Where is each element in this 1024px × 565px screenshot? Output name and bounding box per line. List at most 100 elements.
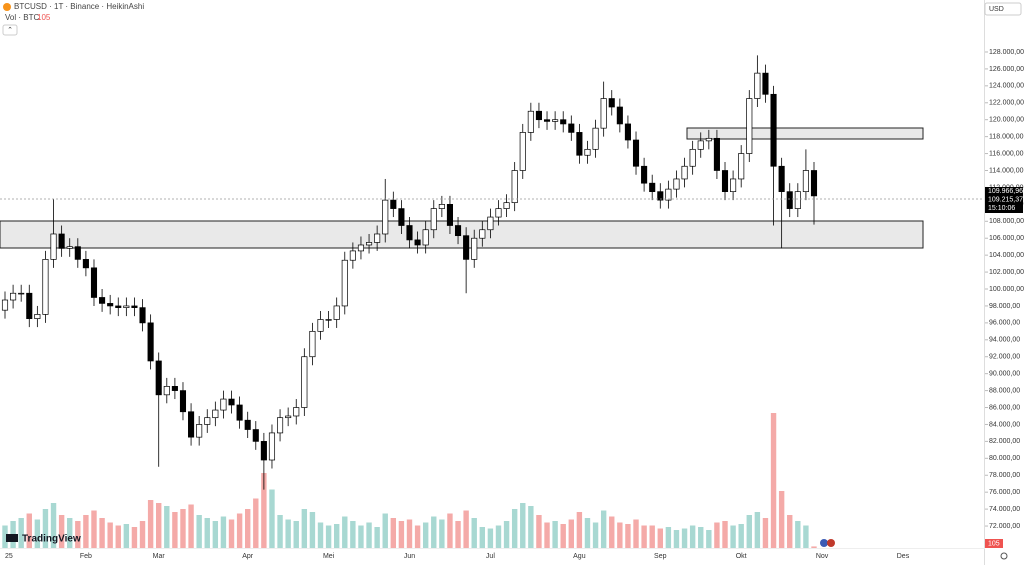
- volume-bar: [479, 527, 486, 548]
- candle-body: [738, 153, 745, 180]
- x-tick-label: Des: [897, 553, 910, 560]
- candle-body: [495, 208, 502, 218]
- countdown: 15:10:06: [988, 205, 1015, 212]
- volume-bar: [2, 525, 8, 548]
- volume-bar: [746, 515, 752, 548]
- volume-bar: [536, 515, 542, 548]
- volume-bar: [115, 525, 121, 548]
- symbol-title[interactable]: BTCUSD · 1T · Binance · HeikinAshi: [14, 2, 144, 11]
- candle-body: [123, 305, 130, 308]
- candle-body: [382, 199, 389, 235]
- volume-bar: [301, 509, 308, 548]
- x-tick-label: Apr: [242, 553, 254, 560]
- candle-body: [236, 404, 243, 421]
- y-tick-label: 86.000,00: [989, 404, 1020, 411]
- candle-body: [293, 407, 300, 417]
- candle-body: [301, 356, 308, 408]
- candle-body: [430, 208, 437, 231]
- volume-bar: [439, 519, 445, 548]
- settings-icon[interactable]: [1000, 552, 1008, 560]
- volume-layer: [2, 413, 817, 548]
- volume-bar: [172, 512, 178, 548]
- volume-bar: [317, 522, 324, 548]
- resistance-zone[interactable]: [686, 127, 924, 140]
- x-tick-label: 25: [5, 553, 13, 560]
- volume-bar: [455, 521, 461, 548]
- flag-icon: [827, 539, 835, 547]
- volume-bar: [285, 519, 291, 548]
- y-tick-label: 78.000,00: [989, 472, 1020, 479]
- volume-bar: [398, 521, 405, 548]
- candle-body: [333, 305, 340, 320]
- volume-bar: [544, 522, 550, 548]
- candle-body: [285, 415, 292, 419]
- volume-bar: [665, 527, 672, 548]
- candle-body: [357, 244, 365, 252]
- volume-bar: [390, 518, 397, 548]
- candle-body: [511, 170, 518, 204]
- candle-body: [438, 204, 445, 209]
- volume-bar: [83, 515, 89, 548]
- volume-bar: [147, 500, 154, 548]
- volume-bar: [681, 528, 688, 548]
- volume-bar: [309, 512, 316, 548]
- x-tick-label: Mei: [323, 553, 335, 560]
- volume-bar: [625, 524, 631, 548]
- volume-bar: [528, 506, 534, 548]
- volume-bar: [123, 524, 130, 548]
- y-tick-label: 100.000,00: [989, 286, 1024, 293]
- volume-bar: [689, 525, 696, 548]
- candle-body: [713, 137, 720, 171]
- candle-body: [794, 191, 801, 209]
- candle-body: [74, 246, 81, 260]
- candle-body: [349, 250, 356, 261]
- candle-body: [479, 229, 486, 239]
- volume-bar: [778, 491, 785, 548]
- volume-bar: [811, 546, 817, 548]
- volume-bar: [406, 519, 413, 548]
- candle-body: [552, 119, 559, 122]
- volume-bar: [131, 527, 138, 548]
- support-zone[interactable]: [0, 220, 924, 249]
- volume-bar: [180, 509, 186, 548]
- volume-tag-label: 105: [988, 540, 1000, 547]
- candle-body: [212, 409, 219, 419]
- volume-bar: [698, 527, 704, 548]
- y-tick-label: 96.000,00: [989, 320, 1020, 327]
- y-tick-label: 80.000,00: [989, 455, 1020, 462]
- y-tick-label: 108.000,00: [989, 218, 1024, 225]
- candle-body: [82, 259, 89, 269]
- volume-bar: [374, 527, 380, 548]
- y-tick-label: 92.000,00: [989, 354, 1020, 361]
- volume-bar: [204, 518, 210, 548]
- candle-body: [754, 72, 761, 99]
- currency-button[interactable]: [984, 2, 1022, 16]
- volume-bar: [431, 516, 437, 548]
- candle-body: [196, 424, 203, 438]
- volume-bar: [722, 521, 728, 548]
- candle-body: [810, 170, 818, 197]
- y-tick-label: 114.000,00: [989, 167, 1024, 174]
- y-tick-label: 74.000,00: [989, 506, 1020, 513]
- candle-body: [58, 233, 65, 249]
- currency: USD: [989, 6, 1004, 13]
- volume-bar: [576, 512, 583, 548]
- volume-bar: [196, 515, 202, 548]
- y-tick-label: 120.000,00: [989, 117, 1024, 124]
- volume-bar: [382, 513, 388, 548]
- volume-bar: [787, 515, 793, 548]
- x-tick-label: Nov: [816, 553, 829, 560]
- candle-body: [778, 165, 785, 193]
- volume-bar: [463, 510, 469, 548]
- candle-body: [244, 419, 251, 430]
- brand[interactable]: TradingView: [22, 534, 81, 545]
- collapse-button[interactable]: [2, 24, 18, 36]
- candle-body: [414, 239, 421, 246]
- candle-body: [66, 246, 73, 249]
- volume-bar: [673, 530, 680, 548]
- volume-bar: [754, 512, 761, 548]
- candle-body: [802, 170, 809, 193]
- candle-body: [560, 119, 567, 125]
- x-tick-label: Okt: [736, 553, 747, 560]
- volume-bar: [471, 518, 477, 548]
